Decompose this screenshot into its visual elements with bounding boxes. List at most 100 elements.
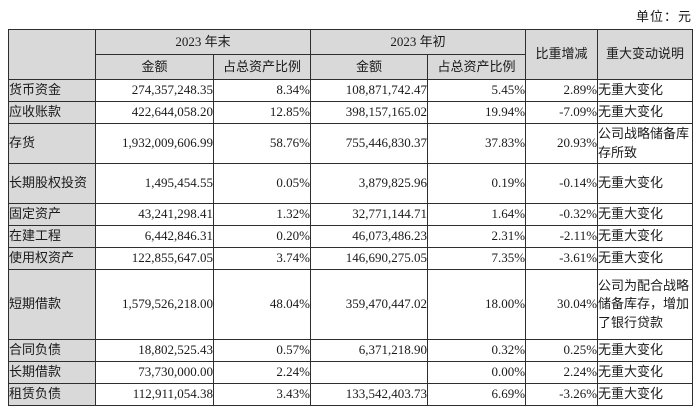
end-ratio-cell: 2.24% — [212, 361, 312, 384]
start-amount-cell: 755,446,830.37 — [310, 123, 429, 164]
change-cell: -3.26% — [525, 383, 599, 406]
start-amount-cell: 146,690,275.05 — [310, 247, 429, 270]
row-label: 长期借款 — [8, 361, 96, 384]
end-amount-cell: 274,357,248.35 — [95, 79, 214, 102]
start-ratio-cell: 0.32% — [427, 339, 527, 362]
table-row-construction-in-progress: 在建工程 6,442,846.31 0.20% 46,073,486.23 2.… — [8, 225, 694, 248]
change-cell: 2.24% — [525, 361, 599, 384]
row-label: 在建工程 — [8, 225, 96, 248]
asset-change-table: 2023 年末 2023 年初 比重增减 重大变动说明 金额 占总资产比例 金额… — [8, 29, 694, 406]
start-amount-cell: 398,157,165.02 — [310, 101, 429, 124]
table-row-short-term-borrowings: 短期借款 1,579,526,218.00 48.04% 359,470,447… — [8, 269, 694, 340]
note-cell: 无重大变化 — [597, 163, 694, 204]
note-cell: 无重大变化 — [597, 383, 694, 406]
row-label: 应收账款 — [8, 101, 96, 124]
table-row-long-term-equity-investment: 长期股权投资 1,495,454.55 0.05% 3,879,825.96 0… — [8, 163, 694, 204]
start-ratio-cell: 37.83% — [427, 123, 527, 164]
end-ratio-cell: 3.43% — [212, 383, 312, 406]
end-amount-cell: 1,932,009,606.99 — [95, 123, 214, 164]
change-cell: -7.09% — [525, 101, 599, 124]
table-row-inventory: 存货 1,932,009,606.99 58.76% 755,446,830.3… — [8, 123, 694, 164]
note-cell: 无重大变化 — [597, 203, 694, 226]
period-end-header: 2023 年末 — [94, 29, 312, 55]
end-amount-cell: 1,495,454.55 — [95, 163, 214, 204]
end-ratio-cell: 3.74% — [212, 247, 312, 270]
row-label: 合同负债 — [8, 339, 96, 362]
period-start-header: 2023 年初 — [310, 29, 527, 55]
start-amount-cell: 108,871,742.47 — [310, 79, 429, 102]
note-cell: 无重大变化 — [597, 225, 694, 248]
start-ratio-cell: 5.45% — [427, 79, 527, 102]
table-row-contract-liabilities: 合同负债 18,802,525.43 0.57% 6,371,218.90 0.… — [8, 339, 694, 362]
table-row-right-of-use-assets: 使用权资产 122,855,647.05 3.74% 146,690,275.0… — [8, 247, 694, 270]
end-ratio-cell: 0.20% — [212, 225, 312, 248]
start-ratio-cell: 1.64% — [427, 203, 527, 226]
start-amount-cell: 3,879,825.96 — [310, 163, 429, 204]
note-cell: 公司战略储备库存所致 — [597, 123, 694, 164]
start-amount-cell: 46,073,486.23 — [310, 225, 429, 248]
end-amount-cell: 422,644,058.20 — [95, 101, 214, 124]
start-ratio-cell: 0.00% — [427, 361, 527, 384]
unit-label: 单位：元 — [635, 9, 692, 24]
end-amount-cell: 18,802,525.43 — [95, 339, 214, 362]
end-ratio-header: 占总资产比例 — [212, 54, 312, 80]
start-amount-cell — [310, 361, 429, 384]
end-amount-cell: 6,442,846.31 — [95, 225, 214, 248]
start-ratio-header: 占总资产比例 — [427, 54, 527, 80]
header-row-periods: 2023 年末 2023 年初 比重增减 重大变动说明 — [8, 29, 694, 80]
end-ratio-cell: 8.34% — [212, 79, 312, 102]
change-cell: -3.61% — [525, 247, 599, 270]
row-label: 使用权资产 — [8, 247, 96, 270]
table-row-monetary-funds: 货币资金 274,357,248.35 8.34% 108,871,742.47… — [8, 79, 694, 102]
start-ratio-cell: 7.35% — [427, 247, 527, 270]
change-cell: 30.04% — [525, 269, 599, 340]
end-ratio-cell: 48.04% — [212, 269, 312, 340]
row-label: 存货 — [8, 123, 96, 164]
row-label: 货币资金 — [8, 79, 96, 102]
end-amount-cell: 122,855,647.05 — [95, 247, 214, 270]
end-amount-cell: 112,911,054.38 — [95, 383, 214, 406]
note-cell: 无重大变化 — [597, 101, 694, 124]
row-label: 租赁负债 — [8, 383, 96, 406]
end-ratio-cell: 0.57% — [212, 339, 312, 362]
table-row-accounts-receivable: 应收账款 422,644,058.20 12.85% 398,157,165.0… — [8, 101, 694, 124]
start-ratio-cell: 19.94% — [427, 101, 527, 124]
end-ratio-cell: 0.05% — [212, 163, 312, 204]
note-cell: 无重大变化 — [597, 79, 694, 102]
table-row-lease-liabilities: 租赁负债 112,911,054.38 3.43% 133,542,403.73… — [8, 383, 694, 406]
change-cell: -0.14% — [525, 163, 599, 204]
change-cell: -2.11% — [525, 225, 599, 248]
end-amount-cell: 1,579,526,218.00 — [95, 269, 214, 340]
row-label: 长期股权投资 — [8, 163, 96, 204]
change-cell: -0.32% — [525, 203, 599, 226]
end-ratio-cell: 1.32% — [212, 203, 312, 226]
end-amount-header: 金额 — [95, 54, 214, 80]
note-cell: 无重大变化 — [597, 339, 694, 362]
start-ratio-cell: 18.00% — [427, 269, 527, 340]
header-row-measures: 金额 占总资产比例 金额 占总资产比例 — [9, 54, 693, 80]
start-ratio-cell: 0.19% — [427, 163, 527, 204]
corner-blank-cell — [8, 29, 96, 80]
change-cell: 0.25% — [525, 339, 599, 362]
table-row-long-term-borrowings: 长期借款 73,730,000.00 2.24% 0.00% 2.24% 无重大… — [8, 361, 694, 384]
start-ratio-cell: 2.31% — [427, 225, 527, 248]
start-amount-cell: 133,542,403.73 — [310, 383, 429, 406]
end-amount-cell: 73,730,000.00 — [95, 361, 214, 384]
start-amount-cell: 359,470,447.02 — [310, 269, 429, 340]
end-amount-cell: 43,241,298.41 — [95, 203, 214, 226]
start-ratio-cell: 6.69% — [427, 383, 527, 406]
start-amount-cell: 32,771,144.71 — [310, 203, 429, 226]
row-label: 固定资产 — [8, 203, 96, 226]
note-cell: 公司为配合战略储备库存，增加了银行贷款 — [597, 269, 694, 340]
note-header: 重大变动说明 — [597, 29, 694, 80]
change-cell: 20.93% — [525, 123, 599, 164]
start-amount-header: 金额 — [310, 54, 429, 80]
change-header: 比重增减 — [525, 29, 599, 80]
start-amount-cell: 6,371,218.90 — [310, 339, 429, 362]
note-cell: 无重大变化 — [597, 247, 694, 270]
end-ratio-cell: 58.76% — [212, 123, 312, 164]
note-cell: 无重大变化 — [597, 361, 694, 384]
row-label: 短期借款 — [8, 269, 96, 340]
change-cell: 2.89% — [525, 79, 599, 102]
